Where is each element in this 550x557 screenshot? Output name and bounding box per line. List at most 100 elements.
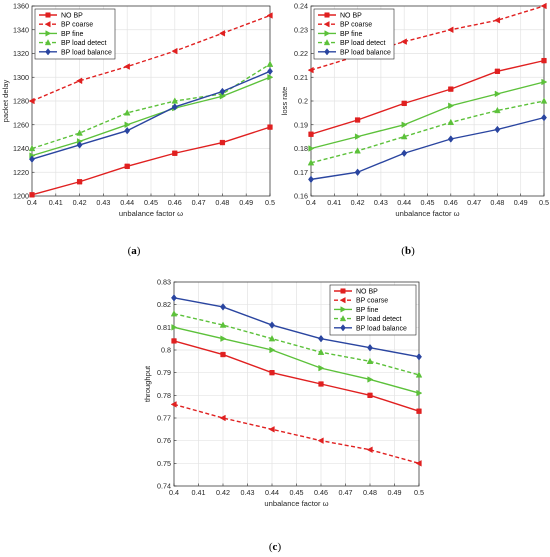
x-tick-label: 0.48 xyxy=(363,488,377,497)
y-tick-label: 0.74 xyxy=(157,482,171,491)
data-point xyxy=(76,179,83,185)
x-axis-label: unbalance factor ω xyxy=(395,209,459,218)
series-line-bp-load-detect xyxy=(173,313,420,376)
legend-entry: BP load detect xyxy=(340,40,385,47)
data-point xyxy=(448,102,455,110)
x-tick-label: 0.47 xyxy=(339,488,353,497)
legend-entry: BP fine xyxy=(340,31,363,38)
data-point xyxy=(308,175,314,184)
series-line-bp-load-detect xyxy=(310,100,545,164)
data-point xyxy=(220,335,227,342)
data-point xyxy=(171,294,177,302)
data-point xyxy=(266,60,274,67)
data-point xyxy=(171,324,178,331)
x-tick-label: 0.41 xyxy=(49,198,63,207)
x-tick-label: 0.44 xyxy=(265,488,279,497)
legend-entry: NO BP xyxy=(356,289,378,296)
data-point xyxy=(219,87,226,96)
data-point xyxy=(307,159,315,166)
y-tick-label: 1240 xyxy=(13,144,29,153)
x-tick-label: 0.41 xyxy=(192,488,206,497)
data-point xyxy=(317,437,324,444)
x-axis-label: unbalance factor ω xyxy=(264,499,328,508)
data-point xyxy=(354,147,361,154)
series-line-bp-coarse xyxy=(173,403,420,465)
legend-entry: NO BP xyxy=(340,13,362,20)
x-tick-label: 0.42 xyxy=(73,198,87,207)
data-point xyxy=(308,131,314,137)
legend-marker xyxy=(44,21,51,28)
y-tick-label: 1360 xyxy=(13,2,29,11)
x-tick-label: 0.5 xyxy=(539,198,549,207)
y-tick-label: 1200 xyxy=(13,192,29,201)
series-line-bp-load-balance xyxy=(310,116,545,181)
legend-entry: BP fine xyxy=(356,307,379,314)
data-point xyxy=(448,86,454,92)
series-line-bp-load-balance xyxy=(173,297,420,358)
legend-entry: BP coarse xyxy=(61,22,93,29)
data-point xyxy=(269,321,275,329)
data-point xyxy=(76,141,83,149)
legend: NO BP BP coarse BP fine BP load detect BP lo… xyxy=(34,8,116,60)
x-axis-label: unbalance factor ω xyxy=(119,209,183,218)
x-tick-label: 0.41 xyxy=(327,198,341,207)
y-tick-label: 0.21 xyxy=(294,73,308,82)
legend-entry: NO BP xyxy=(61,13,83,20)
x-tick-label: 0.42 xyxy=(351,198,365,207)
data-point xyxy=(124,163,130,169)
legend-entry: BP coarse xyxy=(340,22,372,29)
data-point xyxy=(493,16,501,24)
legend-marker xyxy=(339,297,346,304)
legend-marker xyxy=(339,315,347,322)
series-line-no-bp xyxy=(310,59,545,135)
y-tick-label: 0.78 xyxy=(157,391,171,400)
legend: NO BP BP coarse BP fine BP load detect BP lo… xyxy=(329,284,417,336)
x-tick-label: 0.43 xyxy=(241,488,255,497)
y-tick-label: 1260 xyxy=(13,120,29,129)
data-point xyxy=(220,303,226,311)
data-point xyxy=(415,371,423,378)
data-point xyxy=(218,30,226,37)
x-tick-label: 0.45 xyxy=(144,198,158,207)
x-tick-label: 0.42 xyxy=(216,488,230,497)
data-point xyxy=(400,132,408,140)
data-point xyxy=(541,78,548,86)
data-point xyxy=(400,38,407,45)
data-point xyxy=(354,133,362,140)
legend-entry: BP load detect xyxy=(61,40,106,47)
y-tick-label: 0.18 xyxy=(294,144,308,153)
y-tick-label: 0.2 xyxy=(298,97,308,106)
data-point xyxy=(401,121,408,129)
x-tick-label: 0.48 xyxy=(490,198,504,207)
data-point xyxy=(219,414,226,422)
y-tick-label: 1300 xyxy=(13,73,29,82)
x-tick-label: 0.43 xyxy=(96,198,110,207)
panel-caption: (c) xyxy=(269,541,282,553)
data-point xyxy=(367,343,373,352)
axes-box xyxy=(173,281,420,487)
legend-marker xyxy=(324,12,330,18)
x-tick-label: 0.5 xyxy=(414,488,424,497)
data-point xyxy=(318,334,324,343)
data-point xyxy=(354,168,361,177)
data-point xyxy=(76,129,83,136)
data-point xyxy=(494,125,501,134)
legend-entry: BP load detect xyxy=(356,316,401,323)
x-tick-label: 0.47 xyxy=(467,198,481,207)
data-point xyxy=(540,2,547,10)
data-point xyxy=(268,426,275,433)
series-line-bp-load-balance xyxy=(31,70,271,160)
chart-panel-b: 0.4 0.41 0.42 0.43 0.44 0.45 0.46 0.47 0.48 0.49 0… xyxy=(280,2,549,258)
legend-marker xyxy=(45,48,51,56)
legend-marker xyxy=(45,12,51,18)
data-point xyxy=(76,77,83,85)
data-point xyxy=(124,126,131,135)
x-tick-label: 0.46 xyxy=(444,198,458,207)
x-tick-label: 0.4 xyxy=(27,198,37,207)
data-point xyxy=(172,150,178,156)
data-point xyxy=(307,66,314,74)
data-point xyxy=(171,103,178,111)
legend-marker xyxy=(340,324,346,332)
series-line-bp-fine xyxy=(310,81,545,150)
data-point xyxy=(366,357,374,364)
